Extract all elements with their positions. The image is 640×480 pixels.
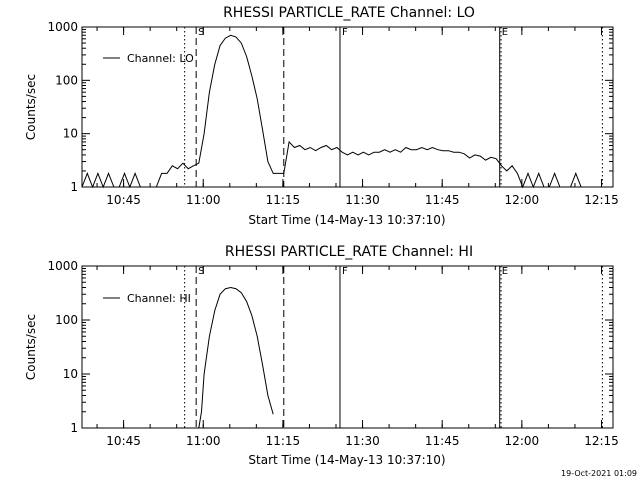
y-tick-label: 1 xyxy=(70,180,78,194)
event-marker-label: S xyxy=(198,27,204,38)
y-tick-label: 1000 xyxy=(47,259,78,273)
y-tick-label: 10 xyxy=(63,367,78,381)
event-marker-label: S xyxy=(198,266,204,277)
y-tick-label: 10 xyxy=(63,127,78,141)
y-axis-label: Counts/sec xyxy=(24,74,38,140)
x-tick-label: 12:15 xyxy=(584,434,619,448)
x-tick-label: 11:45 xyxy=(425,434,460,448)
data-series xyxy=(198,286,274,429)
event-marker-label: E xyxy=(502,27,508,38)
x-tick-label: 11:30 xyxy=(345,193,380,207)
x-tick-label: 10:45 xyxy=(106,434,141,448)
chart-title: RHESSI PARTICLE_RATE Channel: HI xyxy=(225,244,473,260)
y-tick-label: 100 xyxy=(55,73,78,87)
chart-panel-lo: RHESSI PARTICLE_RATE Channel: LO 10:45 11… xyxy=(24,5,619,227)
axis-ticks: 10:45 11:00 11:15 11:30 11:45 12:00 12:15 1 10 10… xyxy=(47,20,618,207)
plot-frame xyxy=(81,26,614,188)
x-axis-label: Start Time (14-May-13 10:37:10) xyxy=(248,213,445,227)
legend-label: Channel: LO xyxy=(127,52,194,65)
y-axis-label: Counts/sec xyxy=(24,314,38,380)
x-tick-label: 12:00 xyxy=(505,434,540,448)
x-tick-label: 11:45 xyxy=(425,193,460,207)
chart-panel-hi: RHESSI PARTICLE_RATE Channel: HI 10:45 11… xyxy=(24,244,619,467)
chart-title: RHESSI PARTICLE_RATE Channel: LO xyxy=(223,5,475,21)
x-tick-label: 10:45 xyxy=(106,193,141,207)
plot-frame xyxy=(81,265,614,429)
x-tick-label: 11:15 xyxy=(266,434,301,448)
y-tick-label: 1000 xyxy=(47,20,78,34)
y-tick-label: 100 xyxy=(55,313,78,327)
x-axis-label: Start Time (14-May-13 10:37:10) xyxy=(248,453,445,467)
generation-timestamp: 19-Oct-2021 01:09 xyxy=(561,469,637,478)
x-tick-label: 11:00 xyxy=(186,193,221,207)
series-line xyxy=(81,34,603,189)
axis-ticks: 10:45 11:00 11:15 11:30 11:45 12:00 12:15 1 10 10… xyxy=(47,259,618,448)
y-tick-label: 1 xyxy=(70,421,78,435)
event-marker-label: F xyxy=(342,266,348,277)
legend: Channel: HI xyxy=(103,292,191,305)
x-tick-label: 12:15 xyxy=(584,193,619,207)
data-series xyxy=(81,34,603,189)
x-tick-label: 11:30 xyxy=(345,434,380,448)
series-line xyxy=(198,286,274,429)
legend: Channel: LO xyxy=(103,52,194,65)
legend-label: Channel: HI xyxy=(127,292,191,305)
x-tick-label: 11:00 xyxy=(186,434,221,448)
x-tick-label: 11:15 xyxy=(266,193,301,207)
event-marker-label: E xyxy=(502,266,508,277)
event-marker-label: F xyxy=(342,27,348,38)
x-tick-label: 12:00 xyxy=(505,193,540,207)
